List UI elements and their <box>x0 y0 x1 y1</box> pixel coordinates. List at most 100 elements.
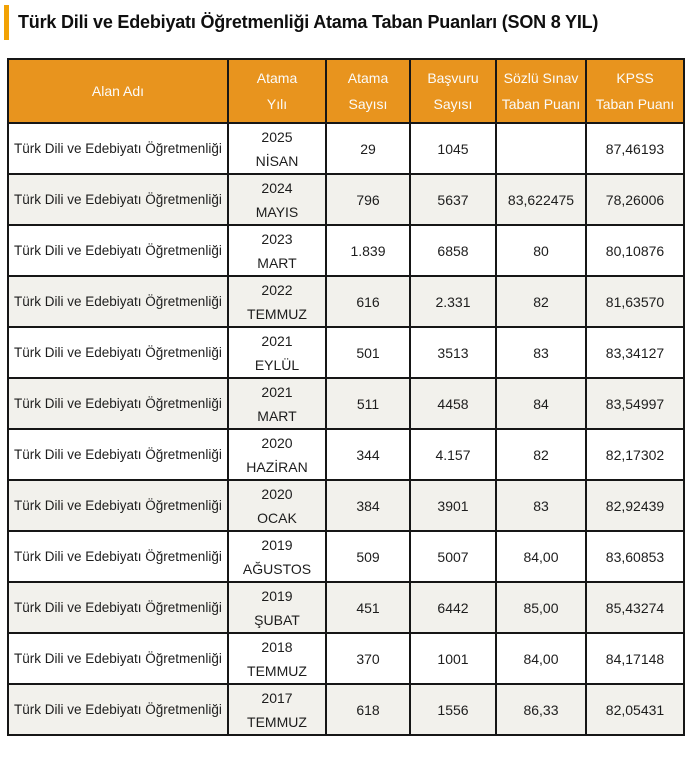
cell-basvuru-sayisi: 3901 <box>409 479 497 532</box>
year-text: 2019 <box>261 536 293 553</box>
table-row: Türk Dili ve Edebiyatı Öğretmenliği 2019… <box>7 530 685 583</box>
cell-kpss-taban-puani: 82,05431 <box>585 683 685 736</box>
month-text: OCAK <box>257 509 297 526</box>
cell-sozlu-taban-puani: 84,00 <box>495 632 587 685</box>
cell-alan-adi: Türk Dili ve Edebiyatı Öğretmenliği <box>7 326 229 379</box>
col-header-basvuru-sayisi: Başvuru Sayısı <box>409 58 497 124</box>
cell-basvuru-sayisi: 3513 <box>409 326 497 379</box>
cell-atama-yili: 2023 MART <box>227 224 327 277</box>
cell-basvuru-sayisi: 4458 <box>409 377 497 430</box>
cell-atama-sayisi: 796 <box>325 173 411 226</box>
cell-atama-yili: 2024 MAYIS <box>227 173 327 226</box>
header-label: Başvuru <box>427 70 479 86</box>
cell-basvuru-sayisi: 4.157 <box>409 428 497 481</box>
cell-atama-sayisi: 618 <box>325 683 411 736</box>
cell-kpss-taban-puani: 82,92439 <box>585 479 685 532</box>
cell-sozlu-taban-puani: 82 <box>495 428 587 481</box>
cell-atama-sayisi: 616 <box>325 275 411 328</box>
cell-alan-adi: Türk Dili ve Edebiyatı Öğretmenliği <box>7 479 229 532</box>
year-text: 2022 <box>261 281 293 298</box>
table-row: Türk Dili ve Edebiyatı Öğretmenliği 2025… <box>7 122 685 175</box>
scores-table: Alan Adı Atama Yılı Atama Sayısı Başvuru… <box>7 58 685 736</box>
cell-atama-yili: 2021 MART <box>227 377 327 430</box>
page-title: Türk Dili ve Edebiyatı Öğretmenliği Atam… <box>18 12 599 32</box>
cell-sozlu-taban-puani: 84 <box>495 377 587 430</box>
cell-sozlu-taban-puani <box>495 122 587 175</box>
cell-basvuru-sayisi: 2.331 <box>409 275 497 328</box>
header-label: Sayısı <box>348 96 388 112</box>
year-text: 2019 <box>261 587 293 604</box>
table-row: Türk Dili ve Edebiyatı Öğretmenliği 2017… <box>7 683 685 736</box>
cell-atama-yili: 2021 EYLÜL <box>227 326 327 379</box>
year-text: 2018 <box>261 638 293 655</box>
month-text: EYLÜL <box>254 356 300 373</box>
cell-atama-sayisi: 451 <box>325 581 411 634</box>
table-row: Türk Dili ve Edebiyatı Öğretmenliği 2021… <box>7 326 685 379</box>
cell-alan-adi: Türk Dili ve Edebiyatı Öğretmenliği <box>7 275 229 328</box>
col-header-atama-sayisi: Atama Sayısı <box>325 58 411 124</box>
year-text: 2017 <box>261 689 293 706</box>
cell-basvuru-sayisi: 5007 <box>409 530 497 583</box>
month-text: MART <box>257 254 297 271</box>
cell-kpss-taban-puani: 80,10876 <box>585 224 685 277</box>
month-text: MAYIS <box>255 203 299 220</box>
month-text: ŞUBAT <box>254 611 300 628</box>
month-text: NİSAN <box>255 152 299 169</box>
cell-basvuru-sayisi: 6442 <box>409 581 497 634</box>
cell-atama-sayisi: 1.839 <box>325 224 411 277</box>
header-label: Taban Puanı <box>501 96 581 112</box>
cell-basvuru-sayisi: 6858 <box>409 224 497 277</box>
cell-kpss-taban-puani: 81,63570 <box>585 275 685 328</box>
cell-basvuru-sayisi: 1556 <box>409 683 497 736</box>
month-text: TEMMUZ <box>247 305 307 322</box>
cell-atama-yili: 2020 HAZİRAN <box>227 428 327 481</box>
table-row: Türk Dili ve Edebiyatı Öğretmenliği 2021… <box>7 377 685 430</box>
cell-kpss-taban-puani: 83,60853 <box>585 530 685 583</box>
cell-atama-sayisi: 370 <box>325 632 411 685</box>
cell-alan-adi: Türk Dili ve Edebiyatı Öğretmenliği <box>7 122 229 175</box>
cell-basvuru-sayisi: 1045 <box>409 122 497 175</box>
cell-atama-yili: 2020 OCAK <box>227 479 327 532</box>
cell-alan-adi: Türk Dili ve Edebiyatı Öğretmenliği <box>7 683 229 736</box>
table-row: Türk Dili ve Edebiyatı Öğretmenliği 2020… <box>7 479 685 532</box>
month-text: HAZİRAN <box>246 458 308 475</box>
table-row: Türk Dili ve Edebiyatı Öğretmenliği 2019… <box>7 581 685 634</box>
cell-atama-sayisi: 509 <box>325 530 411 583</box>
year-text: 2020 <box>261 434 293 451</box>
month-text: AĞUSTOS <box>242 560 312 577</box>
table-row: Türk Dili ve Edebiyatı Öğretmenliği 2018… <box>7 632 685 685</box>
cell-kpss-taban-puani: 84,17148 <box>585 632 685 685</box>
cell-sozlu-taban-puani: 80 <box>495 224 587 277</box>
col-header-atama-yili: Atama Yılı <box>227 58 327 124</box>
year-text: 2025 <box>261 128 293 145</box>
cell-atama-sayisi: 511 <box>325 377 411 430</box>
cell-alan-adi: Türk Dili ve Edebiyatı Öğretmenliği <box>7 581 229 634</box>
cell-atama-yili: 2019 ŞUBAT <box>227 581 327 634</box>
header-label: Yılı <box>266 96 288 112</box>
table-row: Türk Dili ve Edebiyatı Öğretmenliği 2023… <box>7 224 685 277</box>
cell-sozlu-taban-puani: 82 <box>495 275 587 328</box>
month-text: MART <box>257 407 297 424</box>
year-text: 2021 <box>261 332 293 349</box>
title-accent-bar <box>4 5 9 40</box>
cell-sozlu-taban-puani: 83 <box>495 479 587 532</box>
cell-atama-sayisi: 29 <box>325 122 411 175</box>
cell-atama-sayisi: 384 <box>325 479 411 532</box>
cell-sozlu-taban-puani: 83 <box>495 326 587 379</box>
header-label: Taban Puanı <box>595 96 675 112</box>
header-label: KPSS <box>616 70 654 86</box>
cell-kpss-taban-puani: 83,54997 <box>585 377 685 430</box>
table-row: Türk Dili ve Edebiyatı Öğretmenliği 2024… <box>7 173 685 226</box>
cell-alan-adi: Türk Dili ve Edebiyatı Öğretmenliği <box>7 428 229 481</box>
month-text: TEMMUZ <box>247 662 307 679</box>
cell-kpss-taban-puani: 82,17302 <box>585 428 685 481</box>
table-header-row: Alan Adı Atama Yılı Atama Sayısı Başvuru… <box>7 58 685 124</box>
year-text: 2023 <box>261 230 293 247</box>
cell-sozlu-taban-puani: 83,622475 <box>495 173 587 226</box>
table-row: Türk Dili ve Edebiyatı Öğretmenliği 2020… <box>7 428 685 481</box>
cell-alan-adi: Türk Dili ve Edebiyatı Öğretmenliği <box>7 224 229 277</box>
cell-atama-sayisi: 501 <box>325 326 411 379</box>
page-header: Türk Dili ve Edebiyatı Öğretmenliği Atam… <box>4 5 690 40</box>
cell-atama-yili: 2017 TEMMUZ <box>227 683 327 736</box>
